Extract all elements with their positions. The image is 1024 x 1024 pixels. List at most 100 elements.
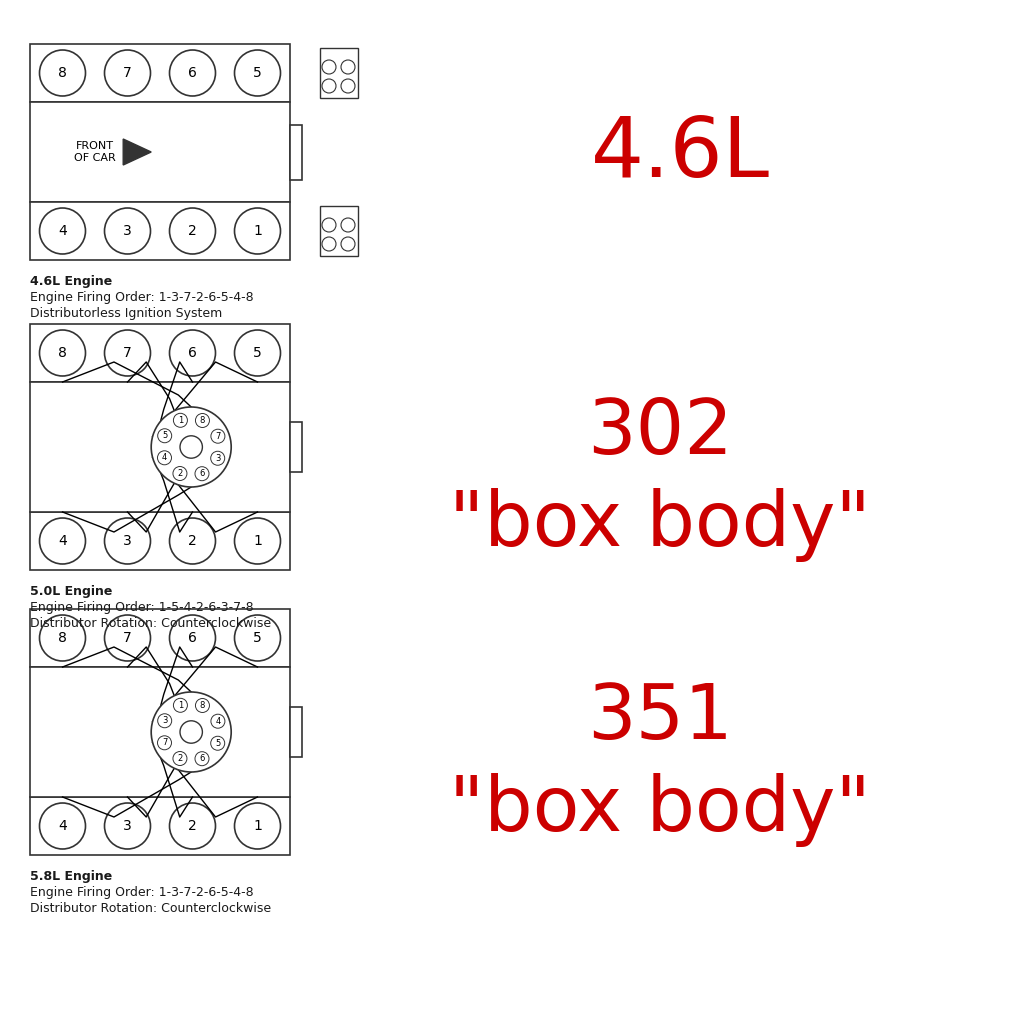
Bar (30, 44, 290, 102)
Text: 302
"box body": 302 "box body" (450, 396, 870, 562)
Circle shape (234, 615, 281, 662)
Circle shape (211, 452, 224, 465)
Circle shape (234, 50, 281, 96)
Text: 8: 8 (58, 66, 67, 80)
Text: Distributor Rotation: Counterclockwise: Distributor Rotation: Counterclockwise (30, 617, 271, 630)
Circle shape (104, 330, 151, 376)
Circle shape (158, 451, 171, 465)
Text: 2: 2 (177, 469, 182, 478)
Circle shape (40, 50, 85, 96)
Text: 351
"box body": 351 "box body" (450, 681, 870, 847)
Text: 2: 2 (188, 819, 197, 833)
Circle shape (211, 429, 225, 443)
Text: 1: 1 (253, 534, 262, 548)
Circle shape (40, 615, 85, 662)
Text: 7: 7 (123, 66, 132, 80)
Bar (30, 609, 290, 667)
Text: Distributorless Ignition System: Distributorless Ignition System (30, 307, 222, 319)
Text: 7: 7 (162, 738, 167, 748)
Bar (30, 202, 290, 260)
Text: Engine Firing Order: 1-3-7-2-6-5-4-8: Engine Firing Order: 1-3-7-2-6-5-4-8 (30, 291, 254, 304)
Text: 1: 1 (253, 224, 262, 238)
Bar (290, 125, 302, 179)
Text: 8: 8 (58, 346, 67, 360)
Text: 4: 4 (162, 454, 167, 462)
Text: 8: 8 (58, 631, 67, 645)
Circle shape (341, 79, 355, 93)
Text: 1: 1 (178, 700, 183, 710)
Circle shape (158, 429, 172, 442)
Text: 6: 6 (200, 755, 205, 763)
Circle shape (40, 208, 85, 254)
Text: 3: 3 (162, 716, 167, 725)
Bar (290, 707, 302, 757)
Circle shape (196, 414, 210, 427)
Circle shape (341, 237, 355, 251)
Text: 4: 4 (58, 224, 67, 238)
Circle shape (322, 218, 336, 232)
Text: 6: 6 (188, 631, 197, 645)
Circle shape (195, 467, 209, 480)
Text: 3: 3 (123, 819, 132, 833)
Text: 6: 6 (200, 469, 205, 478)
Circle shape (104, 50, 151, 96)
Text: 7: 7 (123, 631, 132, 645)
Circle shape (152, 407, 231, 487)
Circle shape (158, 714, 172, 728)
Text: 6: 6 (188, 346, 197, 360)
Polygon shape (123, 139, 152, 165)
Text: 1: 1 (178, 416, 183, 425)
Bar (290, 422, 302, 472)
Circle shape (234, 208, 281, 254)
Circle shape (104, 615, 151, 662)
Circle shape (173, 698, 187, 713)
Circle shape (180, 436, 203, 458)
Circle shape (196, 698, 210, 713)
Circle shape (211, 714, 225, 728)
Circle shape (170, 803, 215, 849)
Text: 5: 5 (253, 631, 262, 645)
Text: 6: 6 (188, 66, 197, 80)
Circle shape (173, 467, 187, 480)
Text: 7: 7 (215, 432, 220, 440)
Bar (30, 512, 290, 570)
Bar (30, 102, 290, 202)
Text: 5.0L Engine: 5.0L Engine (30, 585, 113, 598)
Text: 7: 7 (123, 346, 132, 360)
Circle shape (104, 518, 151, 564)
Text: 1: 1 (253, 819, 262, 833)
Text: 8: 8 (200, 701, 205, 710)
Circle shape (234, 803, 281, 849)
Circle shape (234, 518, 281, 564)
Circle shape (322, 79, 336, 93)
Circle shape (104, 803, 151, 849)
Circle shape (170, 208, 215, 254)
Text: 2: 2 (177, 754, 182, 763)
Text: 3: 3 (123, 534, 132, 548)
Circle shape (234, 330, 281, 376)
Circle shape (341, 60, 355, 74)
Bar (30, 324, 290, 382)
Circle shape (322, 237, 336, 251)
Circle shape (173, 752, 187, 766)
Bar (30, 667, 290, 797)
Circle shape (173, 414, 187, 427)
Circle shape (40, 330, 85, 376)
Text: 5: 5 (215, 738, 220, 748)
Bar (30, 797, 290, 855)
Circle shape (322, 60, 336, 74)
Text: 2: 2 (188, 534, 197, 548)
Circle shape (211, 736, 224, 751)
Circle shape (170, 50, 215, 96)
Circle shape (170, 615, 215, 662)
Text: FRONT
OF CAR: FRONT OF CAR (75, 141, 116, 163)
Circle shape (104, 208, 151, 254)
Text: 5: 5 (253, 346, 262, 360)
Text: Engine Firing Order: 1-3-7-2-6-5-4-8: Engine Firing Order: 1-3-7-2-6-5-4-8 (30, 886, 254, 899)
Text: 5: 5 (162, 431, 167, 440)
Text: 4.6L Engine: 4.6L Engine (30, 275, 113, 288)
Circle shape (158, 736, 171, 750)
Text: Engine Firing Order: 1-5-4-2-6-3-7-8: Engine Firing Order: 1-5-4-2-6-3-7-8 (30, 601, 254, 614)
Bar (319, 48, 358, 98)
Text: 4: 4 (215, 717, 220, 726)
